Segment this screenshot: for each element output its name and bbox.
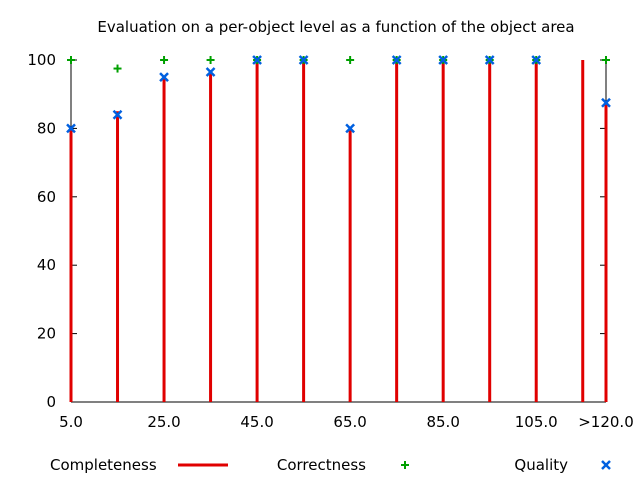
quality-point bbox=[391, 55, 402, 65]
correctness-point bbox=[206, 56, 215, 64]
quality-point bbox=[159, 72, 169, 82]
x-tick-label: 45.0 bbox=[240, 413, 273, 431]
x-tick-label: >120.0 bbox=[578, 413, 634, 431]
x-tick-label: 5.0 bbox=[59, 413, 83, 431]
quality-point bbox=[345, 123, 356, 134]
x-tick-label: 105.0 bbox=[515, 413, 558, 431]
quality-series bbox=[66, 55, 611, 134]
y-tick-label: 60 bbox=[37, 188, 56, 206]
correctness-point bbox=[602, 56, 610, 64]
quality-point bbox=[66, 123, 76, 134]
legend-label-correctness: Correctness bbox=[277, 456, 366, 474]
quality-point bbox=[531, 55, 542, 65]
x-axis-ticks: 5.0 25.0 45.0 65.0 85.0 105.0 >120.0 bbox=[59, 396, 634, 431]
legend-swatch-quality bbox=[601, 460, 611, 470]
correctness-point bbox=[113, 64, 122, 73]
y-tick-label: 0 bbox=[46, 393, 56, 411]
y-axis-ticks: 0 20 40 60 80 100 bbox=[27, 51, 606, 411]
legend-swatch-correctness bbox=[401, 461, 409, 469]
y-tick-label: 20 bbox=[37, 325, 56, 343]
completeness-series bbox=[69, 60, 608, 402]
legend-label-completeness: Completeness bbox=[50, 456, 157, 474]
correctness-series bbox=[67, 56, 610, 73]
legend: Completeness Correctness Quality bbox=[50, 456, 611, 474]
axes bbox=[70, 60, 607, 403]
quality-point bbox=[438, 55, 449, 65]
quality-point bbox=[252, 55, 262, 65]
quality-point bbox=[112, 109, 123, 120]
chart-title: Evaluation on a per-object level as a fu… bbox=[97, 18, 574, 36]
correctness-point bbox=[346, 56, 355, 64]
x-tick-label: 85.0 bbox=[426, 413, 459, 431]
quality-point bbox=[298, 55, 309, 65]
correctness-point bbox=[160, 56, 169, 64]
y-tick-label: 100 bbox=[27, 51, 56, 69]
x-tick-label: 25.0 bbox=[147, 413, 180, 431]
y-tick-label: 80 bbox=[37, 119, 56, 137]
y-tick-label: 40 bbox=[37, 256, 56, 274]
quality-point bbox=[484, 55, 495, 65]
x-tick-label: 65.0 bbox=[333, 413, 366, 431]
quality-point bbox=[205, 67, 216, 77]
legend-label-quality: Quality bbox=[514, 456, 568, 474]
correctness-point bbox=[67, 56, 75, 64]
quality-point bbox=[601, 97, 611, 108]
